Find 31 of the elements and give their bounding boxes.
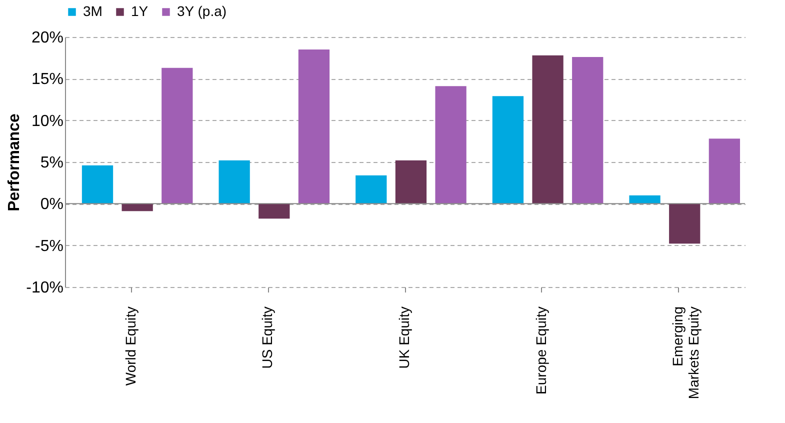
bar: [356, 175, 387, 204]
bar: [629, 195, 660, 204]
legend-label: 3Y (p.a): [177, 3, 227, 19]
y-tick-label: 0%: [40, 196, 64, 214]
y-tick-label: -5%: [35, 238, 64, 255]
bar: [669, 204, 700, 244]
x-tick-label: US Equity: [259, 306, 276, 369]
legend-label: 3M: [83, 3, 102, 19]
x-tick-label: Emerging Markets Equity: [670, 306, 702, 400]
bar: [572, 57, 604, 204]
bar: [162, 68, 193, 204]
bar: [82, 165, 114, 204]
bar: [298, 50, 330, 204]
legend-label: 1Y: [131, 3, 149, 19]
y-tick-label: 20%: [31, 30, 64, 46]
y-tick-label: -10%: [26, 280, 64, 296]
bar: [258, 204, 290, 219]
bar: [492, 96, 524, 204]
x-tick-label: UK Equity: [396, 306, 412, 369]
bar: [435, 86, 466, 204]
x-tick-label: Europe Equity: [532, 306, 549, 394]
y-tick-label: 10%: [31, 112, 64, 130]
bar: [532, 55, 564, 204]
y-tick-label: 15%: [31, 71, 64, 88]
bar: [218, 160, 250, 204]
y-axis-title: Performance: [6, 113, 24, 212]
bar: [395, 160, 427, 204]
bar: [122, 204, 153, 212]
bar: [708, 138, 740, 204]
x-tick-label: World Equity: [122, 306, 138, 386]
y-tick-label: 5%: [40, 154, 64, 172]
